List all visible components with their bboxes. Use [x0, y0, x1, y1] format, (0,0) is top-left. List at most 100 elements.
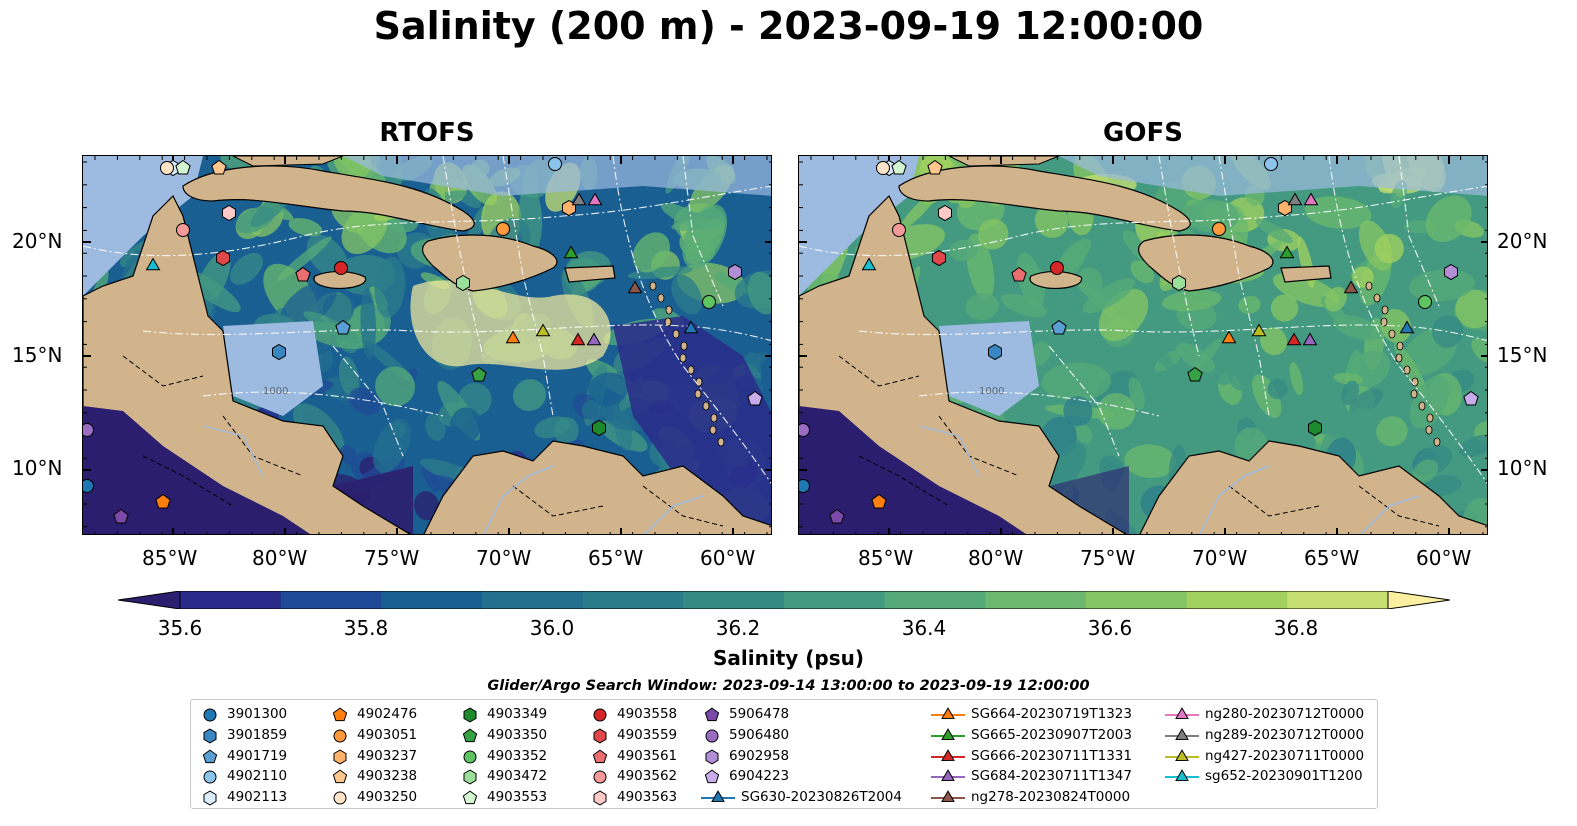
float-marker-ng278-20230824T0000: [1343, 280, 1359, 294]
legend-label: 4901719: [227, 747, 288, 764]
legend-item: 4903237: [329, 746, 417, 766]
legend-label: 5906478: [729, 706, 790, 722]
circle-marker-icon: [593, 770, 607, 784]
legend-item: 4902113: [199, 787, 287, 807]
legend-label: 4903237: [357, 747, 418, 764]
legend-marker: [705, 749, 719, 765]
legend-label: 4903558: [617, 706, 678, 722]
legend-label: 5906480: [729, 726, 790, 743]
y-tick-label: 20°N: [1497, 229, 1548, 253]
legend-label: 4903349: [487, 706, 548, 722]
y-tick-label: 15°N: [1497, 343, 1548, 367]
legend-marker: [202, 749, 218, 763]
pentagon-marker-icon: [462, 728, 478, 742]
rtofs-salinity-map[interactable]: 1000: [82, 155, 772, 535]
y-tick-label: 15°N: [12, 343, 63, 367]
legend-item: ng289-20230712T0000: [1165, 725, 1364, 745]
legend-item: SG684-20230711T1347: [931, 766, 1132, 786]
colorbar-tick-label: 35.8: [343, 616, 389, 640]
circle-marker-icon: [203, 770, 217, 784]
x-tick-label: 60°W: [700, 546, 756, 570]
legend-marker: [704, 707, 720, 722]
legend-marker: [1175, 748, 1189, 761]
float-marker-3901859: [988, 343, 1002, 361]
legend-marker: [463, 769, 477, 785]
float-marker-4903250: [160, 161, 174, 175]
legend-label: 4903553: [487, 789, 548, 806]
legend-item: ng280-20230712T0000: [1165, 704, 1364, 724]
float-marker-4903350: [471, 366, 487, 382]
float-marker-4903553: [175, 159, 191, 175]
colorbar-label: Salinity (psu): [712, 646, 864, 670]
legend: 3901300 3901859 4901719 4902110 4902113 49024…: [190, 699, 1378, 809]
legend-label: SG666-20230711T1331: [971, 747, 1132, 764]
float-marker-6904223: [1463, 390, 1479, 406]
float-marker-4903352: [1418, 295, 1432, 309]
float-marker-4903558: [334, 261, 348, 275]
hexagon-marker-icon: [333, 749, 347, 765]
float-marker-4903563: [938, 204, 952, 222]
legend-marker: [941, 727, 955, 740]
triangle-marker-icon: [931, 790, 965, 803]
legend-item: 5906480: [701, 725, 789, 745]
float-marker-SG666-20230711T1331: [1286, 332, 1302, 346]
panel-title-rtofs: RTOFS: [379, 118, 475, 148]
float-marker-4903051: [496, 222, 510, 236]
legend-label: ng280-20230712T0000: [1205, 706, 1365, 722]
pentagon-marker-icon: [202, 749, 218, 763]
search-window-text: Glider/Argo Search Window: 2023-09-14 13…: [487, 678, 1090, 694]
pentagon-marker-icon: [332, 707, 348, 722]
legend-marker: [593, 708, 607, 722]
legend-label: 3901300: [227, 706, 288, 722]
float-marker-4903250: [876, 161, 890, 175]
map-canvas: 1000: [799, 156, 1487, 534]
colorbar-tick-label: 36.0: [529, 616, 575, 640]
legend-label: 4903472: [487, 768, 548, 785]
x-tick-label: 70°W: [476, 546, 532, 570]
float-marker-5906478: [829, 508, 845, 524]
legend-item: 4903559: [589, 725, 677, 745]
colorbar-tick-label: 35.6: [157, 616, 203, 640]
y-tick-label: 10°N: [1497, 456, 1548, 480]
y-tick-label: 10°N: [12, 456, 63, 480]
hexagon-marker-icon: [203, 790, 217, 806]
float-marker-SG665-20230907T2003: [563, 245, 579, 259]
legend-label: sg652-20230901T1200: [1205, 768, 1363, 785]
float-marker-3901300: [799, 479, 810, 493]
triangle-marker-icon: [701, 790, 735, 803]
legend-marker: [463, 707, 477, 723]
x-tick-label: 80°W: [252, 546, 308, 570]
x-tick-label: 80°W: [968, 546, 1024, 570]
circle-marker-icon: [463, 750, 477, 764]
legend-label: 4903563: [617, 789, 678, 806]
circle-marker-icon: [593, 708, 607, 722]
legend-label: 4903350: [487, 726, 548, 743]
pentagon-marker-icon: [332, 769, 348, 784]
legend-item: 4903558: [589, 704, 677, 724]
float-marker-ng289-20230712T0000: [1287, 192, 1303, 206]
float-marker-SG666-20230711T1331: [570, 332, 586, 346]
legend-label: 4903250: [357, 789, 418, 806]
legend-marker: [333, 729, 347, 743]
gofs-salinity-map[interactable]: 1000: [798, 155, 1488, 535]
float-marker-5906480: [83, 423, 94, 437]
float-marker-4903561: [1011, 266, 1027, 282]
legend-marker: [203, 790, 217, 806]
float-marker-4903558: [1050, 261, 1064, 275]
x-tick-label: 75°W: [364, 546, 420, 570]
legend-item: SG666-20230711T1331: [931, 746, 1132, 766]
legend-label: 4903352: [487, 747, 548, 764]
legend-item: 3901859: [199, 725, 287, 745]
colorbar-tick-label: 36.4: [901, 616, 947, 640]
float-marker-3901859: [272, 343, 286, 361]
legend-item: 4901719: [199, 746, 287, 766]
triangle-marker-icon: [1165, 769, 1199, 782]
isobath-label: 1000: [263, 386, 288, 397]
legend-item: 4903352: [459, 746, 547, 766]
float-marker-sg652-20230901T1200: [145, 257, 161, 271]
y-tick-label: 20°N: [12, 229, 63, 253]
float-marker-5906478: [113, 508, 129, 524]
x-tick-label: 85°W: [858, 546, 914, 570]
float-marker-SG684-20230711T1347: [586, 332, 602, 346]
legend-marker: [592, 749, 608, 763]
